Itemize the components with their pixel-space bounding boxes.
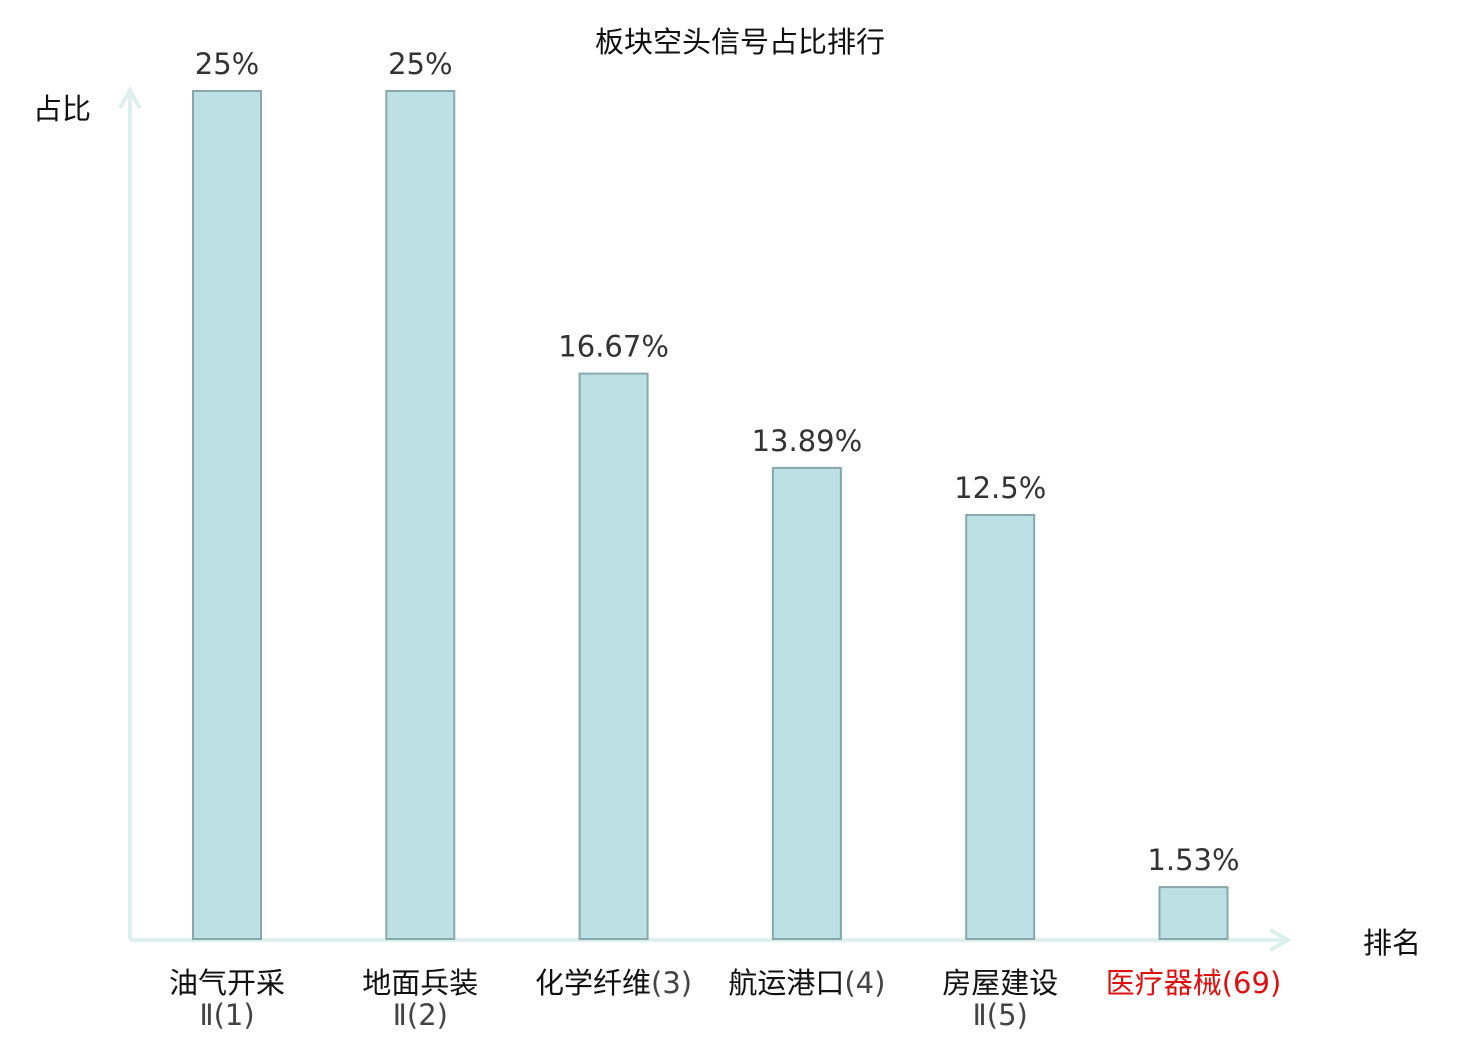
value-label-1: 25%: [195, 47, 259, 81]
y-axis: [118, 85, 142, 940]
value-label-3: 16.67%: [558, 330, 669, 364]
y-axis-title: 占比: [33, 92, 91, 126]
category-label-3: 化学纤维(3): [535, 966, 692, 1000]
category-rank-5: Ⅱ(5): [973, 998, 1028, 1032]
x-axis-title: 排名: [1363, 926, 1421, 960]
value-label-2: 25%: [388, 47, 452, 81]
category-rank-2: Ⅱ(2): [393, 998, 448, 1032]
chart-title: 板块空头信号占比排行: [595, 25, 885, 59]
value-label-4: 13.89%: [752, 424, 863, 458]
category-label-1: 油气开采: [169, 966, 285, 1000]
category-label-6: 医疗器械(69): [1106, 966, 1282, 1000]
value-label-5: 12.5%: [954, 471, 1046, 505]
bars-group: [192, 90, 1229, 941]
category-label-5: 房屋建设: [942, 966, 1058, 1000]
bar-5: [965, 514, 1036, 940]
bar-4: [771, 466, 842, 940]
bar-3: [578, 372, 649, 941]
bar-6: [1158, 886, 1229, 940]
value-labels-group: 25% 25% 16.67% 13.89% 12.5% 1.53%: [195, 47, 1240, 877]
bar-1: [192, 90, 262, 940]
category-label-2: 地面兵装: [362, 966, 478, 1000]
category-label-4: 航运港口(4): [728, 966, 885, 1000]
category-rank-1: Ⅱ(1): [199, 998, 254, 1032]
x-axis: [130, 928, 1293, 952]
bar-2: [385, 90, 456, 940]
value-label-6: 1.53%: [1147, 843, 1239, 877]
